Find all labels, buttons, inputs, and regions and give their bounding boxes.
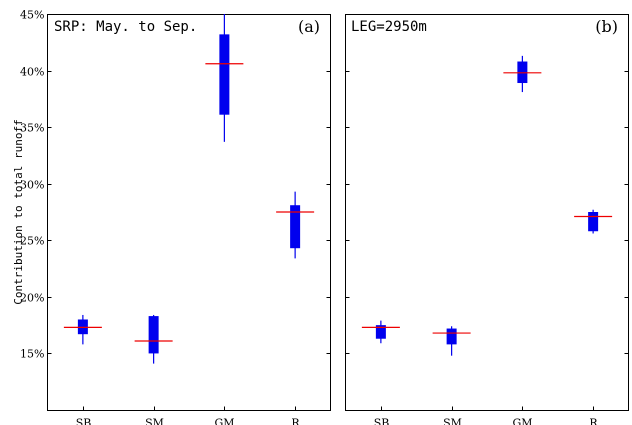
box-r [588, 212, 599, 232]
panel-b-boxes [361, 55, 613, 356]
x-tick-label: SB [374, 417, 390, 425]
y-tick-label: 30% [20, 179, 44, 192]
x-tick-label: R [291, 417, 300, 425]
box-r [290, 205, 301, 249]
x-tick-label: SB [76, 417, 92, 425]
panel-a-y-axis: 15% 20% 25% 30% 35% 40% 45% [20, 9, 331, 361]
panel-a-annotation: SRP: May. to Sep. [54, 19, 197, 35]
panel-b-frame [345, 14, 629, 411]
x-tick-label: SM [145, 417, 164, 425]
y-tick-label: 20% [20, 292, 44, 305]
panel-b-label: (b) [595, 17, 618, 36]
box-gm [219, 34, 230, 115]
y-axis-label: Contribution to total runoff [12, 119, 25, 304]
y-tick-label: 25% [20, 235, 44, 248]
x-tick-label: GM [512, 417, 532, 425]
y-tick-label: 45% [20, 9, 44, 22]
panel-b-y-axis [345, 14, 629, 354]
box-sm [446, 328, 457, 345]
panel-b: LEG=2950m (b) SB SM GM R [345, 14, 629, 425]
box-sb [375, 325, 386, 339]
panel-b-x-axis: SB SM GM R [374, 406, 598, 425]
y-tick-label: 15% [20, 348, 44, 361]
panel-a-label: (a) [298, 17, 320, 36]
x-tick-label: R [589, 417, 598, 425]
panel-b-annotation: LEG=2950m [351, 19, 427, 35]
x-tick-label: GM [214, 417, 234, 425]
y-tick-label: 40% [20, 66, 44, 79]
y-tick-label: 35% [20, 122, 44, 135]
panel-a: SRP: May. to Sep. (a) 15% 20% 25% 30% 35% 40%… [20, 9, 331, 425]
panel-a-x-axis: SB SM GM R [76, 406, 300, 425]
box-sm [148, 316, 159, 354]
x-tick-label: SM [443, 417, 462, 425]
panel-a-boxes [63, 14, 315, 364]
